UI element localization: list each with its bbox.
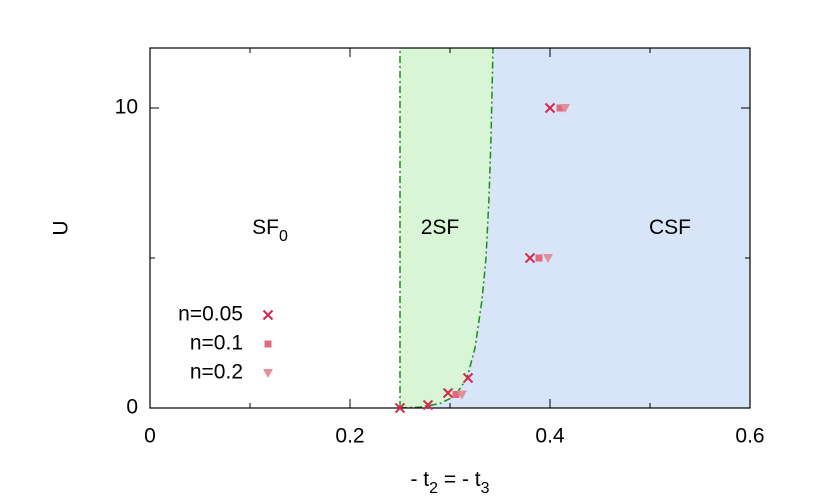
region-label-part: 0 — [279, 228, 288, 245]
region-label: SF0 — [252, 216, 288, 245]
legend-label: n=0.2 — [190, 361, 243, 384]
y-tick-label: 10 — [115, 96, 138, 119]
region-label-part: 2SF — [421, 216, 460, 239]
x-tick-label: 0 — [144, 425, 156, 448]
region-fill — [400, 48, 750, 408]
marker — [524, 252, 536, 264]
marker — [442, 387, 454, 399]
region-label-part: CSF — [649, 216, 691, 239]
marker — [452, 391, 460, 398]
marker — [394, 402, 406, 414]
legend-label: n=0.1 — [190, 332, 243, 355]
legend-marker — [262, 309, 274, 321]
marker — [462, 372, 474, 384]
marker — [543, 254, 553, 263]
x-axis-label: - t2 = - t3 — [410, 468, 489, 497]
x-axis-label-part: - t — [410, 468, 429, 491]
region-fill — [400, 48, 493, 408]
x-axis-label-part: 2 — [429, 480, 438, 497]
legend-marker — [264, 340, 272, 348]
x-tick-label: 0.6 — [735, 425, 764, 448]
region-label: CSF — [649, 216, 691, 239]
phase-boundary — [399, 47, 494, 409]
legend-marker — [263, 369, 273, 378]
x-tick-label: 0.4 — [535, 425, 565, 448]
marker — [560, 104, 570, 113]
marker — [422, 399, 434, 411]
y-axis-label: U — [50, 220, 73, 235]
marker — [544, 102, 556, 114]
legend-label: n=0.05 — [178, 303, 243, 326]
y-tick-label: 0 — [126, 396, 138, 419]
marker — [556, 104, 564, 112]
x-axis-label-part: 3 — [481, 480, 490, 497]
marker — [535, 254, 543, 262]
x-tick-label: 0.2 — [335, 425, 364, 448]
region-label: 2SF — [421, 216, 460, 239]
x-axis-label-part: = - t — [438, 468, 481, 491]
marker — [457, 390, 467, 400]
region-label-part: SF — [252, 216, 279, 239]
